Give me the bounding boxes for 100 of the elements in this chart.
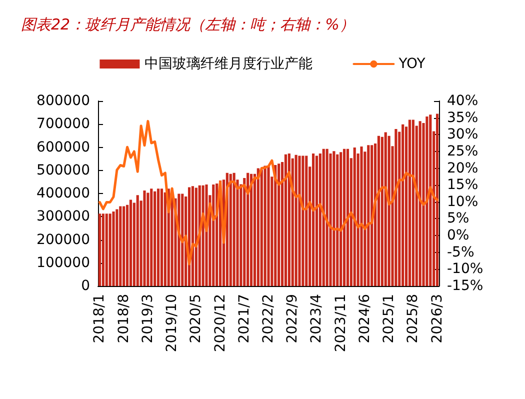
y2-tick-label: 30% [447, 126, 478, 143]
bar [426, 116, 428, 286]
bar [336, 154, 339, 286]
chart-title: 图表22：玻纤月产能情况（左轴：吨；右轴：%） [21, 16, 354, 34]
y2-tick-label: -10% [447, 261, 484, 278]
bar [267, 166, 270, 286]
y-tick-label: 800000 [36, 93, 90, 109]
legend-label: 中国玻璃纤维月度行业产能 [144, 56, 313, 72]
bar [384, 132, 387, 286]
bar [360, 146, 363, 286]
bar [129, 200, 132, 286]
bar [164, 192, 166, 286]
bar [312, 153, 315, 286]
bar [367, 145, 370, 286]
bar [105, 214, 108, 286]
bar [318, 153, 322, 286]
bar [412, 120, 414, 286]
y2-tick-label: 35% [447, 110, 478, 126]
y-tick-label: 0 [81, 278, 90, 294]
x-tick-label: 2019/10 [164, 294, 180, 352]
bar [260, 170, 263, 286]
x-tick-label: 2024/6 [356, 294, 373, 344]
x-tick-label: 2022/9 [284, 294, 301, 344]
bar [288, 153, 290, 286]
bar [332, 151, 336, 286]
y2-tick-label: -5% [447, 244, 474, 260]
bar [346, 148, 350, 286]
bar [116, 209, 118, 286]
bar [322, 148, 325, 286]
bar [315, 156, 318, 286]
bar [246, 172, 250, 286]
y2-tick-label: 10% [447, 194, 478, 210]
bar [298, 156, 301, 286]
x-tick-label: 2026/3 [429, 294, 446, 344]
y2-tick-label: -15% [447, 278, 484, 294]
bar [402, 124, 404, 286]
bar [250, 174, 253, 286]
bar [302, 156, 304, 286]
bar [119, 206, 122, 286]
x-tick-label: 2023/11 [332, 294, 349, 352]
bar [388, 136, 390, 286]
bar [102, 214, 104, 286]
bar [256, 168, 260, 286]
bar [418, 121, 422, 286]
bar [136, 195, 139, 286]
y2-tick-label: 40% [447, 93, 478, 109]
bar [108, 214, 112, 286]
y-tick-label: 700000 [36, 116, 90, 132]
x-tick-label: 2018/8 [116, 294, 132, 344]
bar [264, 166, 266, 286]
bar [353, 147, 356, 286]
y-tick-label: 400000 [36, 186, 90, 202]
bar [377, 136, 380, 286]
y-tick-label: 100000 [36, 254, 90, 271]
bar [98, 214, 102, 286]
bar [122, 206, 126, 286]
legend-label: YOY [398, 56, 426, 72]
y2-tick-label: 20% [447, 160, 478, 176]
y-tick-label: 500000 [36, 162, 90, 178]
bar [370, 145, 374, 286]
bar [329, 153, 332, 286]
bar [232, 172, 236, 286]
bar [160, 188, 164, 286]
bar [340, 152, 342, 286]
bar [436, 114, 439, 286]
x-tick-label: 2020/5 [188, 294, 204, 344]
bar [326, 148, 328, 286]
x-tick-label: 2018/1 [92, 294, 108, 344]
y-tick-label: 200000 [36, 232, 90, 248]
bar [156, 188, 160, 286]
bar [342, 148, 346, 286]
bar [394, 128, 398, 286]
y-tick-label: 600000 [36, 139, 90, 156]
x-tick-label: 2025/8 [405, 294, 422, 344]
bar [150, 188, 153, 286]
bar [112, 212, 115, 286]
x-tick-label: 2025/1 [381, 294, 398, 344]
bar [278, 164, 280, 286]
bar [154, 191, 156, 286]
bar [305, 156, 308, 286]
bar [284, 154, 288, 286]
y2-tick-label: 25% [447, 143, 478, 160]
y2-tick-label: 15% [447, 177, 478, 194]
bar [429, 114, 432, 286]
x-tick-label: 2023/4 [308, 294, 325, 344]
y2-tick-label: 5% [447, 210, 470, 227]
x-tick-label: 2021/7 [236, 294, 252, 344]
bar [294, 154, 298, 286]
y2-tick-label: 0% [447, 228, 470, 244]
x-tick-label: 2019/3 [140, 294, 156, 344]
y-tick-label: 300000 [36, 208, 90, 225]
bar [143, 190, 146, 286]
bar [181, 194, 184, 286]
bar [146, 192, 150, 286]
line-series [98, 120, 439, 266]
bar [408, 120, 412, 286]
bar [229, 174, 232, 286]
x-tick-label: 2022/2 [260, 294, 276, 344]
bar [194, 188, 198, 286]
x-tick-label: 2020/12 [212, 294, 228, 352]
